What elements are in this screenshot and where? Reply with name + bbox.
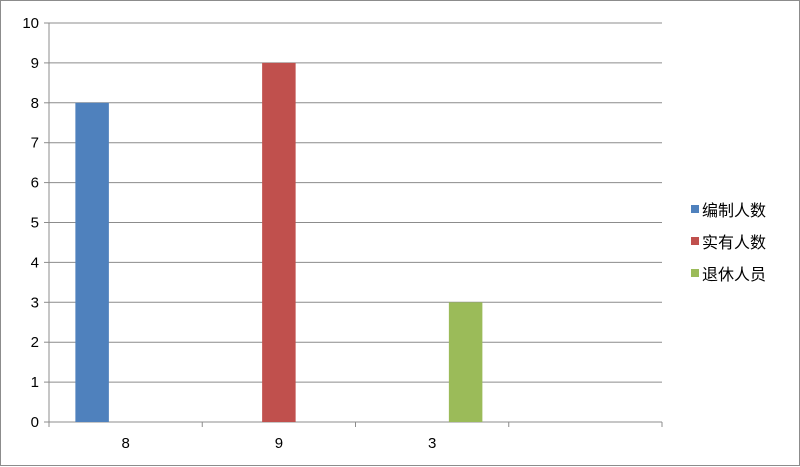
legend-label: 退休人员 <box>702 265 767 284</box>
x-tick-label: 3 <box>428 435 436 452</box>
legend-item: 实有人数 <box>691 225 766 257</box>
y-tick-label: 5 <box>31 215 39 232</box>
y-tick-label: 6 <box>31 175 39 192</box>
bar <box>448 302 483 422</box>
y-tick-label: 2 <box>31 334 39 351</box>
bar <box>262 62 296 423</box>
legend-label: 实有人数 <box>702 233 767 252</box>
legend-label: 编制人数 <box>702 201 767 220</box>
x-tick-label: 9 <box>275 435 283 452</box>
legend-item: 退休人员 <box>691 257 766 289</box>
y-tick-label: 7 <box>31 135 39 152</box>
legend-item: 编制人数 <box>691 193 766 225</box>
y-tick-label: 3 <box>31 294 39 311</box>
legend-swatch <box>691 269 699 277</box>
y-tick-label: 4 <box>31 254 39 271</box>
legend: 编制人数实有人数退休人员 <box>691 193 766 289</box>
y-tick-label: 9 <box>31 55 39 72</box>
bar <box>75 102 109 423</box>
legend-swatch <box>691 205 699 213</box>
y-tick-label: 0 <box>31 414 39 431</box>
x-tick-label: 8 <box>121 435 129 452</box>
legend-swatch <box>691 237 699 245</box>
y-tick-label: 8 <box>31 95 39 112</box>
y-tick-label: 1 <box>31 374 39 391</box>
y-tick-label: 10 <box>22 15 39 32</box>
